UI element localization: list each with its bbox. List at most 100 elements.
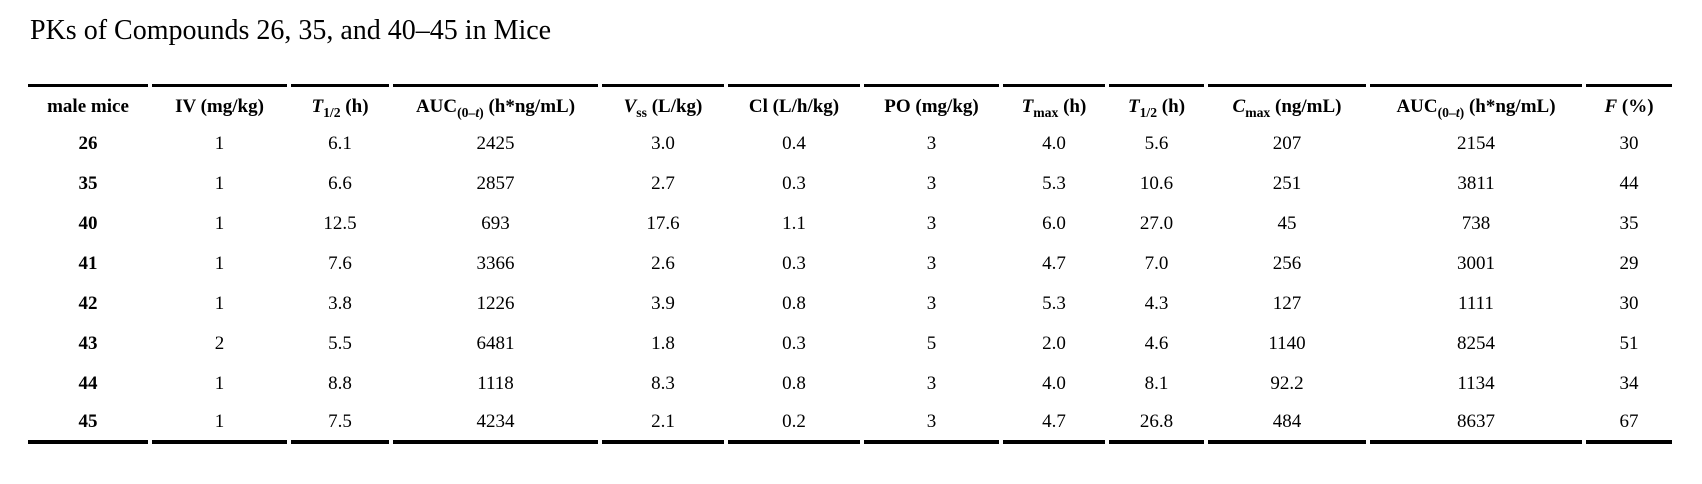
- table-cell: 10.6: [1139, 173, 1174, 195]
- table-cell: 3: [926, 213, 937, 235]
- table-cell: 7.0: [1144, 253, 1169, 275]
- table-cell: 8.3: [651, 373, 675, 395]
- table-cell: 127: [1272, 293, 1302, 315]
- table-cell: 1: [214, 133, 225, 155]
- table-cell: 35: [1619, 213, 1639, 235]
- table-cell: 0.3: [782, 333, 806, 355]
- table-cell: 27.0: [1139, 213, 1174, 235]
- table-row-compound-41: 41 1 7.6 3366 2.6 0.3 3 4.7 7.0 256 3001 29: [28, 244, 1672, 284]
- pk-table: male mice IV (mg/kg) T1/2 (h) AUC(0–t) (h*n…: [24, 84, 1676, 445]
- table-cell: 4.7: [1042, 253, 1066, 275]
- table-cell: 2.0: [1042, 333, 1066, 355]
- table-cell: 1: [214, 213, 225, 235]
- column-header-clearance: Cl (L/h/kg): [728, 84, 860, 124]
- table-cell: 7.5: [291, 404, 389, 445]
- table-cell: 0.4: [782, 133, 806, 155]
- compound-id: 43: [78, 333, 98, 355]
- column-header-iv-auc: AUC(0–t) (h*ng/mL): [393, 84, 598, 124]
- table-cell: 0.2: [728, 404, 860, 445]
- table-cell: 0.3: [782, 253, 806, 275]
- table-cell: 3: [926, 173, 937, 195]
- table-cell: 484: [1208, 404, 1366, 445]
- table-cell: 1: [152, 404, 287, 445]
- table-cell: 0.8: [782, 373, 806, 395]
- table-cell: 693: [481, 213, 510, 235]
- table-title: PKs of Compounds 26, 35, and 40–45 in Mi…: [30, 15, 552, 46]
- table-cell: 1: [214, 253, 225, 275]
- table-cell: 3811: [1457, 173, 1495, 195]
- table-cell: 3.9: [651, 293, 675, 315]
- table-cell: 3: [864, 404, 999, 445]
- table-cell: 51: [1619, 333, 1639, 355]
- table-cell: 26.8: [1109, 404, 1204, 445]
- table-cell: 1.8: [651, 333, 675, 355]
- table-row-compound-45: 45 1 7.5 4234 2.1 0.2 3 4.7 26.8 484 8637 67: [28, 404, 1672, 445]
- table-cell: 30: [1619, 293, 1639, 315]
- table-row-compound-40: 40 1 12.5 693 17.6 1.1 3 6.0 27.0 45 738 35: [28, 204, 1672, 244]
- table-cell: 1: [214, 173, 225, 195]
- pk-table-body: 26 1 6.1 2425 3.0 0.4 3 4.0 5.6 207 2154 30 35 1 6.6 28…: [28, 124, 1672, 445]
- table-cell: 3366: [476, 253, 515, 275]
- header-row: male mice IV (mg/kg) T1/2 (h) AUC(0–t) (h*n…: [28, 84, 1672, 124]
- table-cell: 1226: [476, 293, 515, 315]
- table-cell: 17.6: [646, 213, 680, 235]
- table-cell: 4.6: [1144, 333, 1169, 355]
- table-cell: 8.1: [1144, 373, 1169, 395]
- table-cell: 5.3: [1042, 293, 1066, 315]
- table-cell: 4.3: [1144, 293, 1169, 315]
- table-cell: 34: [1619, 373, 1639, 395]
- table-cell: 8637: [1370, 404, 1582, 445]
- table-cell: 3001: [1457, 253, 1495, 275]
- table-cell: 6.6: [328, 173, 352, 195]
- table-cell: 256: [1272, 253, 1302, 275]
- table-cell: 8.8: [328, 373, 352, 395]
- table-cell: 1118: [477, 373, 514, 395]
- table-row-compound-35: 35 1 6.6 2857 2.7 0.3 3 5.3 10.6 251 3811 44: [28, 164, 1672, 204]
- table-row-compound-26: 26 1 6.1 2425 3.0 0.4 3 4.0 5.6 207 2154 30: [28, 124, 1672, 164]
- table-cell: 207: [1272, 133, 1302, 155]
- table-cell: 45: [1277, 213, 1297, 235]
- column-header-iv-t-half: T1/2 (h): [291, 84, 389, 124]
- table-cell: 0.8: [782, 293, 806, 315]
- table-cell: 2.7: [651, 173, 675, 195]
- table-cell: 29: [1619, 253, 1639, 275]
- table-cell: 3: [926, 133, 937, 155]
- column-header-c-max: Cmax (ng/mL): [1208, 84, 1366, 124]
- table-cell: 8254: [1457, 333, 1495, 355]
- compound-id: 35: [78, 173, 98, 195]
- table-row-compound-43: 43 2 5.5 6481 1.8 0.3 5 2.0 4.6 1140 8254 51: [28, 324, 1672, 364]
- table-row-compound-42: 42 1 3.8 1226 3.9 0.8 3 5.3 4.3 127 1111 30: [28, 284, 1672, 324]
- table-cell: 1140: [1268, 333, 1306, 355]
- compound-id: 45: [28, 404, 148, 445]
- column-header-male-mice: male mice: [28, 84, 148, 124]
- table-cell: 3.0: [651, 133, 675, 155]
- column-header-bioavailability: F (%): [1586, 84, 1672, 124]
- column-header-iv-dose: IV (mg/kg): [152, 84, 287, 124]
- compound-id: 42: [78, 293, 98, 315]
- table-cell: 4.7: [1003, 404, 1105, 445]
- table-cell: 3: [926, 253, 937, 275]
- table-cell: 1: [214, 373, 225, 395]
- table-cell: 1: [214, 293, 225, 315]
- table-row-compound-44: 44 1 8.8 1118 8.3 0.8 3 4.0 8.1 92.2 1134 34: [28, 364, 1672, 404]
- table-cell: 2425: [476, 133, 515, 155]
- table-cell: 5.3: [1042, 173, 1066, 195]
- compound-id: 40: [78, 213, 98, 235]
- table-cell: 7.6: [328, 253, 352, 275]
- column-header-po-auc: AUC(0–t) (h*ng/mL): [1370, 84, 1582, 124]
- compound-id: 41: [78, 253, 98, 275]
- table-cell: 0.3: [782, 173, 806, 195]
- table-cell: 3: [926, 293, 937, 315]
- table-cell: 738: [1461, 213, 1491, 235]
- column-header-t-max: Tmax (h): [1003, 84, 1105, 124]
- table-cell: 1.1: [782, 213, 806, 235]
- table-cell: 5: [926, 333, 937, 355]
- table-cell: 2154: [1457, 133, 1495, 155]
- table-cell: 2857: [476, 173, 515, 195]
- table-cell: 3: [926, 373, 937, 395]
- table-cell: 1111: [1458, 293, 1494, 315]
- column-header-po-t-half: T1/2 (h): [1109, 84, 1204, 124]
- table-cell: 67: [1586, 404, 1672, 445]
- table-cell: 2: [214, 333, 225, 355]
